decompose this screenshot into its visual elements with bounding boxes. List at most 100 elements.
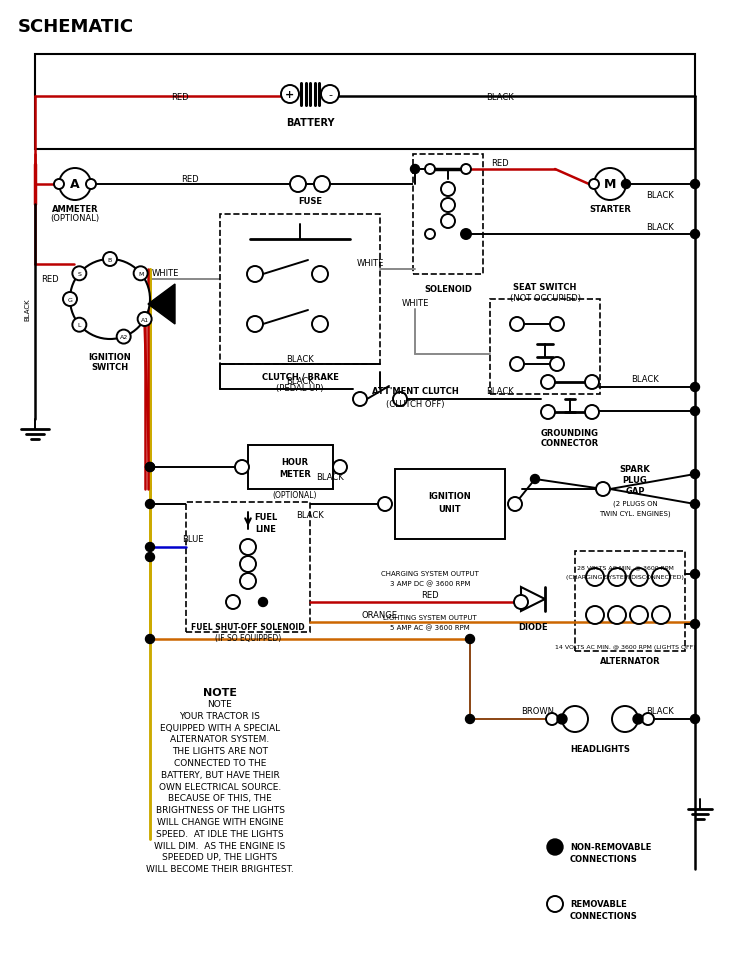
Circle shape — [425, 230, 435, 239]
Text: (OPTIONAL): (OPTIONAL) — [273, 491, 317, 500]
Circle shape — [353, 392, 367, 407]
Circle shape — [235, 460, 249, 475]
Circle shape — [117, 330, 131, 344]
Circle shape — [690, 715, 699, 724]
Circle shape — [630, 607, 648, 624]
Circle shape — [461, 231, 470, 239]
Circle shape — [441, 215, 455, 229]
Circle shape — [531, 475, 539, 484]
Text: HOUR: HOUR — [281, 458, 308, 467]
Circle shape — [146, 463, 155, 472]
Text: CHARGING SYSTEM OUTPUT: CHARGING SYSTEM OUTPUT — [381, 571, 479, 577]
Text: IGNITION: IGNITION — [88, 353, 131, 362]
Text: BLACK: BLACK — [296, 510, 324, 519]
Circle shape — [103, 253, 117, 266]
Circle shape — [134, 267, 148, 281]
Text: GROUNDING: GROUNDING — [541, 428, 599, 437]
Text: GAP: GAP — [626, 487, 645, 496]
Circle shape — [652, 607, 670, 624]
Circle shape — [461, 230, 471, 239]
Circle shape — [378, 497, 392, 512]
Text: TWIN CYL. ENGINES): TWIN CYL. ENGINES) — [599, 511, 670, 516]
Circle shape — [546, 713, 558, 725]
Circle shape — [226, 595, 240, 610]
Circle shape — [608, 569, 626, 586]
Text: UNIT: UNIT — [439, 505, 461, 514]
Circle shape — [240, 574, 256, 589]
Text: ALTERNATOR: ALTERNATOR — [600, 657, 660, 666]
FancyBboxPatch shape — [395, 470, 505, 540]
Circle shape — [557, 714, 567, 724]
Circle shape — [690, 231, 699, 239]
Circle shape — [258, 598, 267, 607]
Circle shape — [585, 376, 599, 390]
Text: CONNECTIONS: CONNECTIONS — [570, 912, 638, 921]
Text: SCHEMATIC: SCHEMATIC — [18, 18, 134, 36]
Circle shape — [547, 896, 563, 912]
Text: ATT'MENT CLUTCH: ATT'MENT CLUTCH — [372, 386, 459, 395]
Circle shape — [541, 376, 555, 390]
Text: BLACK: BLACK — [631, 375, 659, 384]
Circle shape — [630, 569, 648, 586]
Text: 14 VOLTS AC MIN. @ 3600 RPM (LIGHTS OFF): 14 VOLTS AC MIN. @ 3600 RPM (LIGHTS OFF) — [555, 644, 696, 650]
Text: L: L — [77, 323, 81, 328]
Text: BLACK: BLACK — [486, 387, 514, 396]
Circle shape — [393, 392, 407, 407]
Text: RED: RED — [491, 158, 509, 168]
Circle shape — [510, 318, 524, 331]
Text: M: M — [604, 178, 616, 191]
Circle shape — [70, 260, 150, 340]
Text: LINE: LINE — [255, 524, 277, 533]
Circle shape — [596, 483, 610, 496]
Text: A: A — [70, 178, 79, 191]
Text: BLACK: BLACK — [286, 355, 314, 364]
Text: 28 VOLTS AC MIN. @ 3600 RPM: 28 VOLTS AC MIN. @ 3600 RPM — [576, 565, 673, 570]
Text: B: B — [108, 257, 112, 263]
Text: ORANGE: ORANGE — [362, 610, 398, 619]
Circle shape — [63, 293, 77, 306]
Circle shape — [550, 318, 564, 331]
Circle shape — [247, 266, 263, 283]
Text: HEADLIGHTS: HEADLIGHTS — [570, 745, 630, 754]
Text: (OPTIONAL): (OPTIONAL) — [51, 213, 99, 222]
Text: BATTERY: BATTERY — [286, 118, 334, 128]
Text: SWITCH: SWITCH — [91, 363, 129, 372]
FancyBboxPatch shape — [186, 503, 310, 633]
Circle shape — [441, 199, 455, 213]
Circle shape — [240, 540, 256, 555]
Circle shape — [59, 169, 91, 201]
Text: RED: RED — [181, 174, 199, 183]
Text: WHITE: WHITE — [152, 268, 179, 277]
Text: AMMETER: AMMETER — [52, 204, 99, 213]
Text: 3 AMP DC @ 3600 RPM: 3 AMP DC @ 3600 RPM — [390, 580, 470, 586]
Circle shape — [333, 460, 347, 475]
Text: RED: RED — [41, 275, 59, 284]
FancyBboxPatch shape — [35, 55, 695, 150]
FancyBboxPatch shape — [248, 446, 333, 489]
Text: METER: METER — [279, 470, 311, 479]
Text: (CLUTCH OFF): (CLUTCH OFF) — [386, 399, 445, 408]
Circle shape — [594, 169, 626, 201]
Text: NOTE
YOUR TRACTOR IS
EQUIPPED WITH A SPECIAL
ALTERNATOR SYSTEM.
THE LIGHTS ARE N: NOTE YOUR TRACTOR IS EQUIPPED WITH A SPE… — [146, 700, 294, 873]
Circle shape — [312, 317, 328, 332]
Circle shape — [314, 176, 330, 193]
Circle shape — [642, 713, 654, 725]
Circle shape — [411, 166, 420, 174]
Text: -: - — [328, 90, 332, 100]
Circle shape — [508, 497, 522, 512]
Circle shape — [146, 463, 155, 472]
Circle shape — [514, 595, 528, 610]
Circle shape — [608, 607, 626, 624]
Text: RED: RED — [421, 590, 439, 599]
Text: (PEDAL UP): (PEDAL UP) — [276, 383, 324, 392]
Text: FUSE: FUSE — [298, 198, 322, 206]
Text: BROWN: BROWN — [522, 705, 554, 715]
Text: BLACK: BLACK — [286, 377, 314, 386]
Text: BLACK: BLACK — [646, 190, 674, 200]
Circle shape — [247, 317, 263, 332]
Text: CLUTCH / BRAKE: CLUTCH / BRAKE — [261, 372, 339, 381]
Circle shape — [612, 706, 638, 733]
Text: 5 AMP AC @ 3600 RPM: 5 AMP AC @ 3600 RPM — [390, 624, 470, 631]
Text: (2 PLUGS ON: (2 PLUGS ON — [612, 500, 657, 507]
FancyBboxPatch shape — [413, 155, 483, 275]
